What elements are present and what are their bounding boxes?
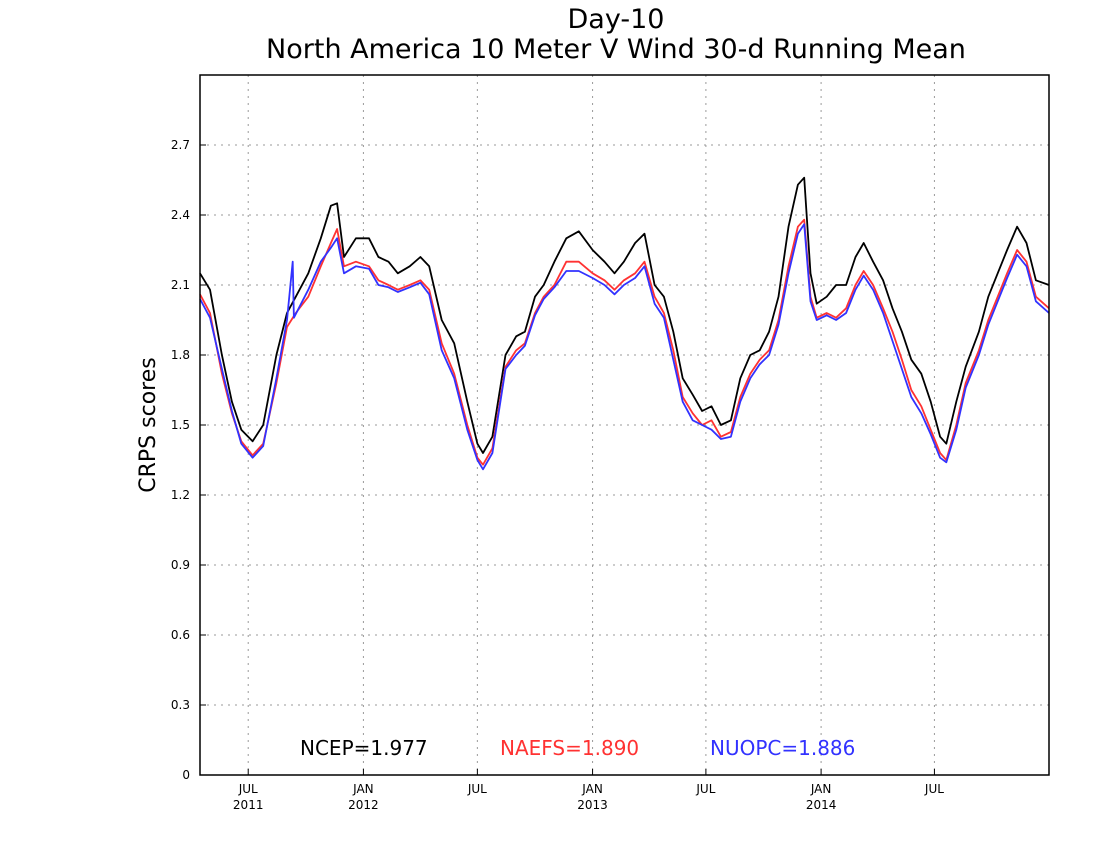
y-tick-label: 2.1: [171, 278, 190, 292]
x-tick-label-month: JAN: [810, 782, 832, 796]
x-tick-label-year: 2013: [577, 798, 608, 812]
x-tick-label-month: JAN: [352, 782, 374, 796]
series-line-naefs: [199, 218, 1050, 466]
y-tick-label: 1.5: [171, 418, 190, 432]
x-tick-label-month: JUL: [695, 782, 715, 796]
y-tick-label: 1.2: [171, 488, 190, 502]
score-label-ncep: NCEP=1.977: [300, 736, 428, 760]
x-tick-label-month: JUL: [924, 782, 944, 796]
x-tick-label-year: 2012: [348, 798, 379, 812]
chart-subtitle: North America 10 Meter V Wind 30-d Runni…: [266, 34, 966, 65]
x-tick-label-month: JAN: [581, 782, 603, 796]
y-tick-label: 0: [182, 768, 190, 782]
series-group: [199, 176, 1050, 471]
y-axis: 0 0.3 0.6 0.9 1.2 1.5 1.8 2.1 2.4 2.7: [171, 138, 206, 782]
x-tick-label-month: JUL: [238, 782, 258, 796]
y-tick-label: 0.9: [171, 558, 190, 572]
y-tick-label: 2.7: [171, 138, 190, 152]
x-tick-label-year: 2011: [233, 798, 264, 812]
y-tick-label: 2.4: [171, 208, 190, 222]
score-label-nuopc: NUOPC=1.886: [710, 736, 855, 760]
x-axis: JUL 2011 JAN 2012 JUL JAN 2013 JUL JAN 2014 JUL: [233, 769, 944, 812]
chart-title: Day-10: [568, 4, 665, 35]
y-tick-label: 0.6: [171, 628, 190, 642]
series-line-nuopc: [199, 223, 1050, 471]
y-tick-label: 1.8: [171, 348, 190, 362]
grid: [200, 75, 1049, 775]
y-tick-label: 0.3: [171, 698, 190, 712]
x-tick-label-month: JUL: [467, 782, 487, 796]
score-label-naefs: NAEFS=1.890: [500, 736, 639, 760]
y-axis-label: CRPS scores: [136, 357, 161, 492]
series-line-ncep: [199, 176, 1050, 454]
x-tick-label-year: 2014: [806, 798, 837, 812]
